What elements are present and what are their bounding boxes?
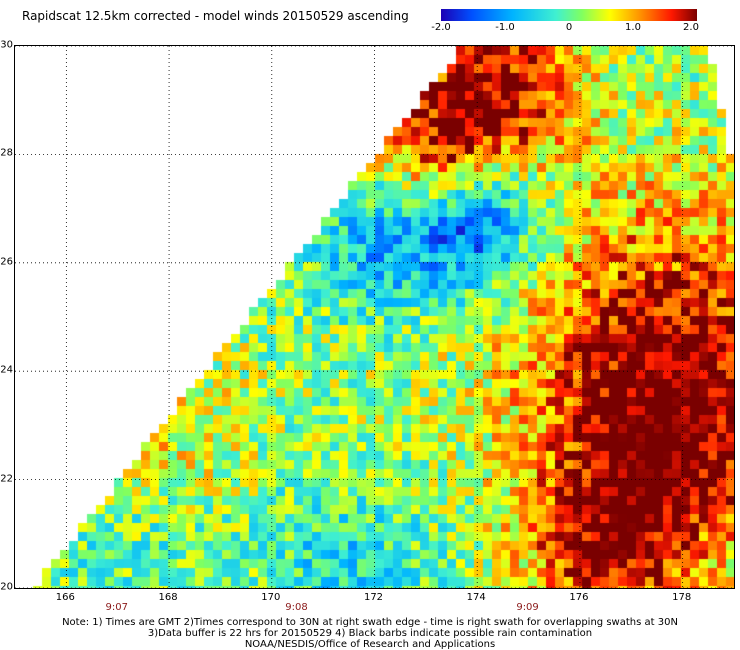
latitude-label: 20 xyxy=(0,581,13,593)
map-panel xyxy=(14,45,735,589)
colorbar-tick-label: -2.0 xyxy=(431,22,451,33)
map-title: Rapidscat 12.5km corrected - model winds… xyxy=(22,9,409,23)
latitude-label: 30 xyxy=(0,39,13,51)
longitude-label: 176 xyxy=(569,592,589,603)
colorbar-tick-label: -1.0 xyxy=(495,22,515,33)
colorbar xyxy=(441,9,697,21)
colorbar-tick-label: 1.0 xyxy=(625,22,641,33)
longitude-label: 172 xyxy=(363,592,384,603)
note-line-2: 3)Data buffer is 22 hrs for 20150529 4) … xyxy=(147,628,593,639)
note-line-3: NOAA/NESDIS/Office of Research and Appli… xyxy=(244,639,496,650)
latitude-label: 22 xyxy=(0,473,13,485)
time-label: 9:09 xyxy=(516,602,539,613)
longitude-label: 174 xyxy=(466,592,486,603)
latitude-label: 28 xyxy=(0,147,13,159)
longitude-label: 170 xyxy=(261,592,281,603)
longitude-label: 166 xyxy=(55,592,75,603)
latitude-label: 24 xyxy=(0,364,13,376)
time-label: 9:07 xyxy=(105,602,128,613)
note-line-1: Note: 1) Times are GMT 2)Times correspon… xyxy=(62,617,678,628)
longitude-label: 178 xyxy=(672,592,692,603)
latitude-label: 26 xyxy=(0,256,13,268)
graticule xyxy=(15,46,734,588)
wind-difference-field xyxy=(15,46,734,588)
longitude-label: 168 xyxy=(158,592,178,603)
colorbar-tick-label: 0 xyxy=(565,22,573,33)
colorbar-tick-label: 2.0 xyxy=(683,22,699,33)
time-label: 9:08 xyxy=(285,602,308,613)
